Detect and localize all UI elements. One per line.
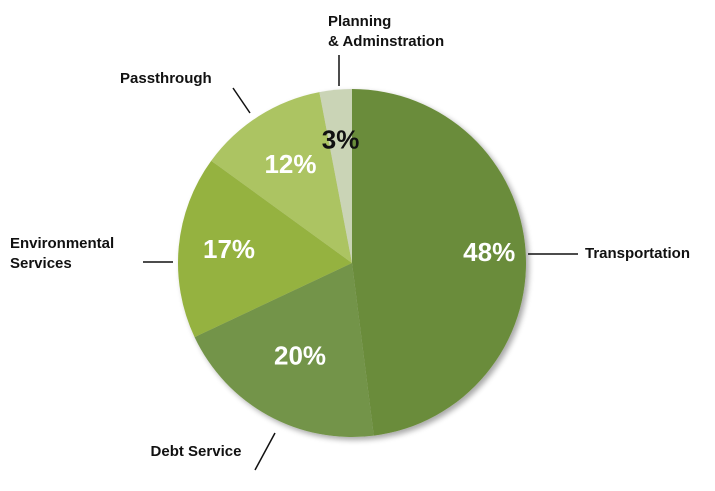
pie-slice-transportation [352,89,527,436]
category-label-environmental: Environmental Services [10,235,114,272]
category-label-transportation: Transportation [585,245,690,262]
pie-slice-debt-service [194,263,374,437]
pie-slice-environmental-services [178,160,352,338]
category-label-line: Passthrough [120,70,212,87]
category-callouts: Transportation Debt Service Environmental S… [10,13,690,471]
pct-label-passthrough: 12% [264,149,316,179]
callout-line-debt-service [254,432,276,471]
category-label-line: & Adminstration [328,33,444,50]
pct-label-transportation: 48% [463,237,515,267]
pct-label-environmental-services: 17% [203,234,255,264]
pie-slice-passthrough [211,92,352,263]
category-label-line: Transportation [585,245,690,262]
category-label-line: Debt Service [151,443,242,460]
pie-slices [178,89,527,437]
category-label-planning: Planning & Adminstration [328,13,444,50]
category-label-line: Services [10,255,72,272]
callout-line-passthrough [232,87,251,114]
pct-label-planning-and-adminstration: 3% [322,125,360,155]
category-label-line: Planning [328,13,391,30]
category-label-debt-service: Debt Service [151,443,242,460]
pct-label-debt-service: 20% [274,340,326,370]
category-label-passthrough: Passthrough [120,70,212,87]
category-label-line: Environmental [10,235,114,252]
pie-slice-planning-and-adminstration [319,89,352,263]
percentage-labels: 48% 20% 17% 12%3% [203,125,515,371]
